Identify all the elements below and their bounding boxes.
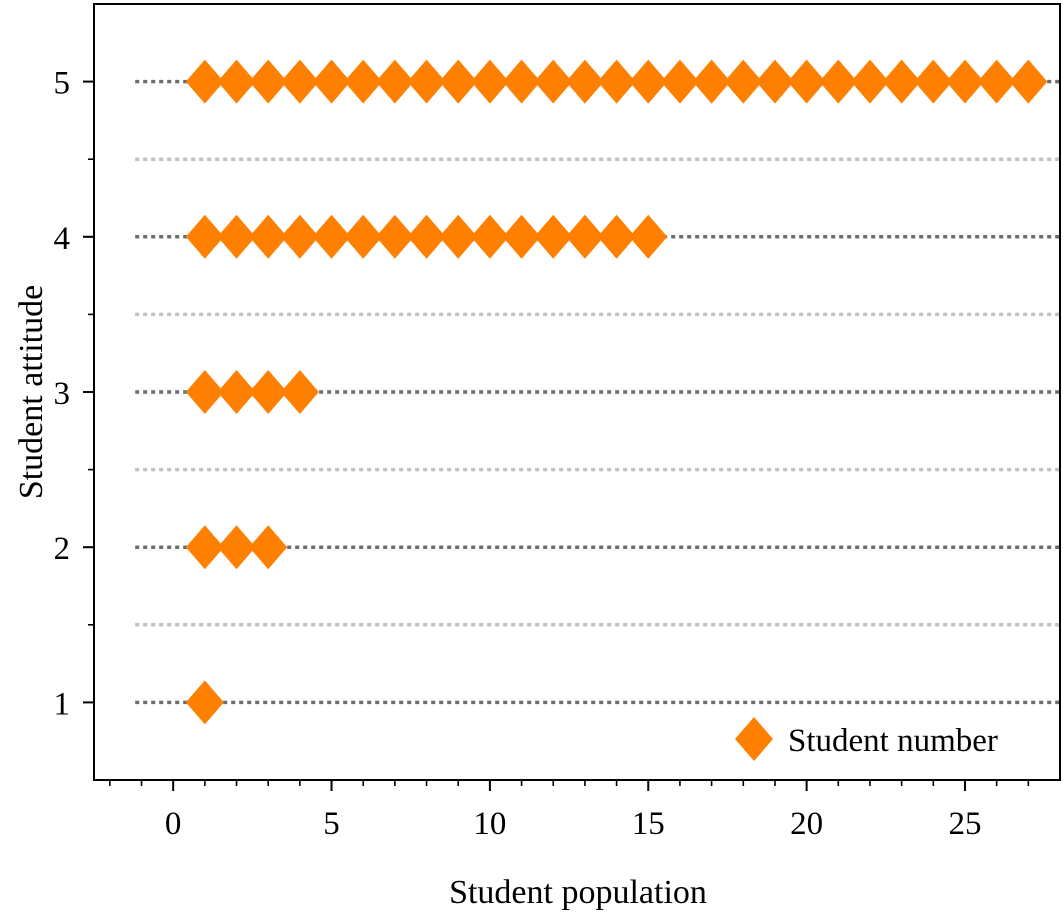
data-point <box>249 370 288 414</box>
data-point <box>439 214 478 259</box>
data-point <box>375 59 414 104</box>
data-point <box>977 59 1016 104</box>
data-points <box>185 59 1048 725</box>
y-axis-title: Student attitude <box>13 285 50 499</box>
data-point <box>565 214 604 259</box>
x-tick-label: 20 <box>790 806 823 842</box>
data-point <box>1009 59 1048 104</box>
data-point <box>502 59 541 104</box>
data-point <box>217 214 256 259</box>
data-point <box>280 59 319 104</box>
data-point <box>407 214 446 259</box>
data-point <box>660 59 699 104</box>
data-point <box>787 59 826 104</box>
data-point <box>185 525 224 570</box>
data-point <box>629 59 668 104</box>
data-point <box>439 59 478 104</box>
data-point <box>692 59 731 104</box>
data-point <box>249 214 288 259</box>
y-tick-label: 4 <box>54 221 71 257</box>
data-point <box>312 214 351 259</box>
data-point <box>850 59 889 104</box>
data-point <box>185 214 224 259</box>
data-point <box>375 214 414 259</box>
legend-marker-icon <box>735 717 773 761</box>
data-point <box>249 525 288 570</box>
data-point <box>470 59 509 104</box>
data-point <box>597 59 636 104</box>
x-tick-label: 5 <box>323 806 340 842</box>
data-point <box>597 214 636 259</box>
x-tick-label: 0 <box>165 806 182 842</box>
y-ticks: 1 2 3 4 5 <box>54 66 94 722</box>
x-tick-label: 15 <box>632 806 665 842</box>
data-point <box>755 59 794 104</box>
data-point <box>534 59 573 104</box>
data-point <box>470 214 509 259</box>
data-point <box>185 59 224 104</box>
data-point <box>882 59 921 104</box>
data-point <box>914 59 953 104</box>
x-ticks: 0 5 10 15 20 25 <box>109 780 1030 842</box>
y-tick-label: 2 <box>54 531 71 567</box>
data-point <box>819 59 858 104</box>
x-axis-title: Student population <box>449 874 707 911</box>
y-tick-label: 1 <box>54 686 71 722</box>
data-point <box>945 59 984 104</box>
data-point <box>217 525 256 570</box>
data-point <box>502 214 541 259</box>
legend-label: Student number <box>788 723 998 759</box>
data-point <box>344 59 383 104</box>
x-tick-label: 10 <box>473 806 506 842</box>
data-point <box>407 59 446 104</box>
data-point <box>185 680 224 725</box>
data-point <box>249 59 288 104</box>
y-tick-label: 5 <box>54 66 71 102</box>
x-tick-label: 25 <box>948 806 981 842</box>
data-point <box>185 370 224 414</box>
data-point <box>534 214 573 259</box>
data-point <box>344 214 383 259</box>
data-point <box>629 214 668 259</box>
data-point <box>280 214 319 259</box>
data-point <box>724 59 763 104</box>
legend: Student number <box>735 717 998 761</box>
data-point <box>217 370 256 414</box>
data-point <box>217 59 256 104</box>
data-point <box>280 370 319 414</box>
y-tick-label: 3 <box>54 376 71 412</box>
data-point <box>565 59 604 104</box>
data-point <box>312 59 351 104</box>
